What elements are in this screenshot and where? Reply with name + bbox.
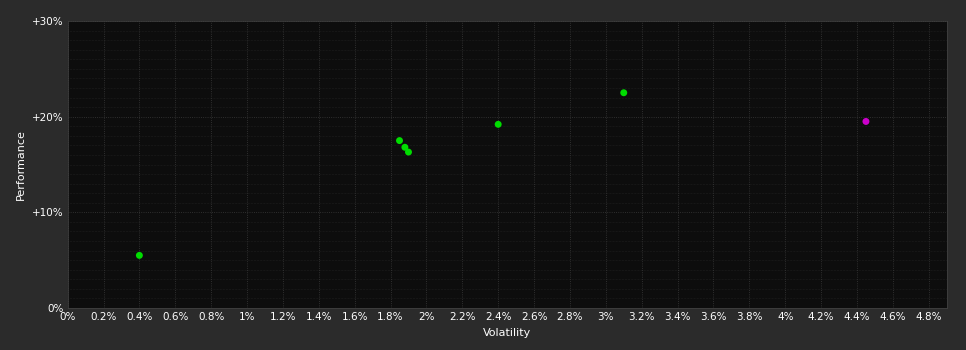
Point (401, 149, 416, 155)
Point (491, 121, 506, 127)
Point (131, 253, 147, 258)
Point (616, 90, 632, 96)
Y-axis label: Performance: Performance (16, 129, 26, 200)
X-axis label: Volatility: Volatility (483, 328, 531, 338)
Point (397, 145, 412, 150)
Point (858, 119, 873, 124)
Point (392, 138, 408, 144)
